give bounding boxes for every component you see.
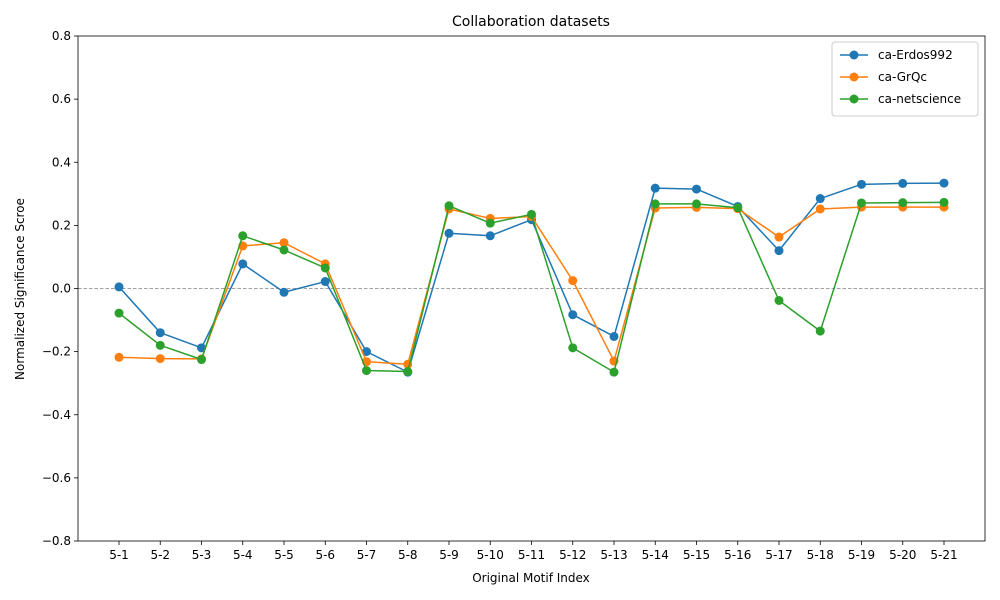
- data-point-ca-netscience-5-17: [774, 295, 784, 305]
- data-point-ca-GrQc-5-1: [114, 352, 124, 362]
- data-point-ca-netscience-5-8: [403, 367, 413, 377]
- x-tick-label: 5-6: [315, 548, 335, 562]
- series-ca-GrQc: [114, 202, 949, 369]
- data-point-ca-netscience-5-18: [815, 326, 825, 336]
- x-tick-label: 5-7: [357, 548, 377, 562]
- legend-label: ca-GrQc: [878, 70, 927, 84]
- data-point-ca-Erdos992-5-17: [774, 246, 784, 256]
- x-tick-label: 5-9: [439, 548, 459, 562]
- data-point-ca-GrQc-5-2: [155, 354, 165, 364]
- legend-marker-swatch: [849, 94, 859, 104]
- data-point-ca-netscience-5-9: [444, 201, 454, 211]
- data-point-ca-netscience-5-13: [609, 367, 619, 377]
- data-point-ca-Erdos992-5-15: [692, 184, 701, 194]
- legend-marker-swatch: [849, 50, 859, 60]
- data-point-ca-Erdos992-5-10: [485, 231, 495, 241]
- y-tick-label: 0.6: [52, 92, 71, 106]
- data-point-ca-Erdos992-5-9: [444, 228, 454, 238]
- legend-item-ca-Erdos992: ca-Erdos992: [840, 48, 953, 62]
- x-tick-label: 5-10: [477, 548, 504, 562]
- data-point-ca-Erdos992-5-2: [155, 328, 165, 338]
- chart-title: Collaboration datasets: [452, 14, 610, 30]
- x-tick-label: 5-21: [930, 548, 957, 562]
- x-tick-label: 5-17: [765, 548, 792, 562]
- data-point-ca-netscience-5-14: [650, 199, 660, 209]
- data-point-ca-netscience-5-19: [857, 198, 866, 208]
- data-point-ca-Erdos992-5-18: [815, 194, 825, 204]
- data-point-ca-Erdos992-5-13: [609, 331, 619, 341]
- x-tick-label: 5-2: [150, 548, 170, 562]
- y-tick-label: −0.2: [42, 345, 71, 359]
- y-tick-label: 0.4: [52, 155, 71, 169]
- x-tick-label: 5-1: [109, 548, 129, 562]
- data-point-ca-netscience-5-11: [527, 209, 536, 219]
- legend-marker-swatch: [849, 72, 859, 82]
- data-point-ca-Erdos992-5-12: [568, 310, 578, 320]
- y-tick-label: 0.2: [52, 218, 71, 232]
- x-tick-label: 5-18: [807, 548, 834, 562]
- data-point-ca-netscience-5-20: [898, 198, 908, 208]
- data-point-ca-Erdos992-5-7: [362, 347, 371, 357]
- series-line-ca-netscience: [118, 201, 945, 373]
- y-tick-label: 0.8: [52, 29, 71, 43]
- data-point-ca-netscience-5-16: [733, 203, 743, 213]
- data-point-ca-netscience-5-7: [362, 366, 371, 376]
- data-point-ca-Erdos992-5-4: [238, 259, 248, 269]
- x-tick-label: 5-5: [274, 548, 294, 562]
- data-point-ca-Erdos992-5-14: [650, 183, 660, 193]
- legend-label: ca-netscience: [878, 92, 961, 106]
- data-point-ca-GrQc-5-17: [774, 232, 784, 242]
- data-point-ca-netscience-5-15: [692, 199, 701, 209]
- data-point-ca-Erdos992-5-3: [197, 343, 206, 353]
- data-point-ca-Erdos992-5-5: [279, 287, 289, 297]
- series-line-ca-GrQc: [118, 206, 944, 365]
- x-tick-label: 5-13: [600, 548, 627, 562]
- data-point-ca-Erdos992-5-19: [857, 179, 866, 189]
- x-tick-label: 5-8: [398, 548, 418, 562]
- x-tick-label: 5-3: [192, 548, 212, 562]
- x-tick-label: 5-12: [559, 548, 586, 562]
- x-tick-label: 5-20: [889, 548, 916, 562]
- x-tick-label: 5-19: [848, 548, 875, 562]
- x-tick-label: 5-15: [683, 548, 710, 562]
- legend-label: ca-Erdos992: [878, 48, 953, 62]
- data-point-ca-netscience-5-21: [939, 197, 949, 207]
- data-point-ca-Erdos992-5-1: [114, 282, 124, 292]
- data-point-ca-GrQc-5-5: [279, 238, 289, 248]
- legend-box: [831, 41, 979, 117]
- y-axis-label: Normalized Significance Scroe: [13, 198, 27, 380]
- y-tick-label: 0.0: [52, 282, 71, 296]
- x-axis-label: Original Motif Index: [472, 571, 590, 585]
- data-point-ca-netscience-5-2: [155, 340, 165, 350]
- legend-item-ca-GrQc: ca-GrQc: [840, 70, 927, 84]
- y-tick-label: −0.6: [42, 471, 71, 485]
- y-tick-label: −0.4: [42, 408, 71, 422]
- data-point-ca-netscience-5-10: [485, 218, 495, 228]
- data-point-ca-GrQc-5-18: [815, 204, 825, 214]
- x-tick-label: 5-16: [724, 548, 751, 562]
- legend-item-ca-netscience: ca-netscience: [840, 92, 961, 106]
- data-point-ca-netscience-5-1: [114, 308, 124, 318]
- data-point-ca-netscience-5-12: [568, 343, 578, 353]
- data-point-ca-GrQc-5-12: [568, 276, 578, 286]
- x-tick-label: 5-14: [642, 548, 669, 562]
- y-tick-label: −0.8: [42, 534, 71, 548]
- data-point-ca-Erdos992-5-21: [939, 178, 949, 188]
- data-point-ca-netscience-5-6: [320, 263, 330, 273]
- data-point-ca-netscience-5-4: [238, 231, 248, 241]
- data-point-ca-Erdos992-5-6: [320, 277, 330, 287]
- data-point-ca-netscience-5-5: [279, 245, 289, 255]
- x-tick-label: 5-11: [518, 548, 545, 562]
- data-point-ca-Erdos992-5-20: [898, 178, 908, 188]
- series-ca-netscience: [114, 197, 949, 377]
- data-point-ca-netscience-5-3: [197, 355, 206, 365]
- x-tick-label: 5-4: [233, 548, 253, 562]
